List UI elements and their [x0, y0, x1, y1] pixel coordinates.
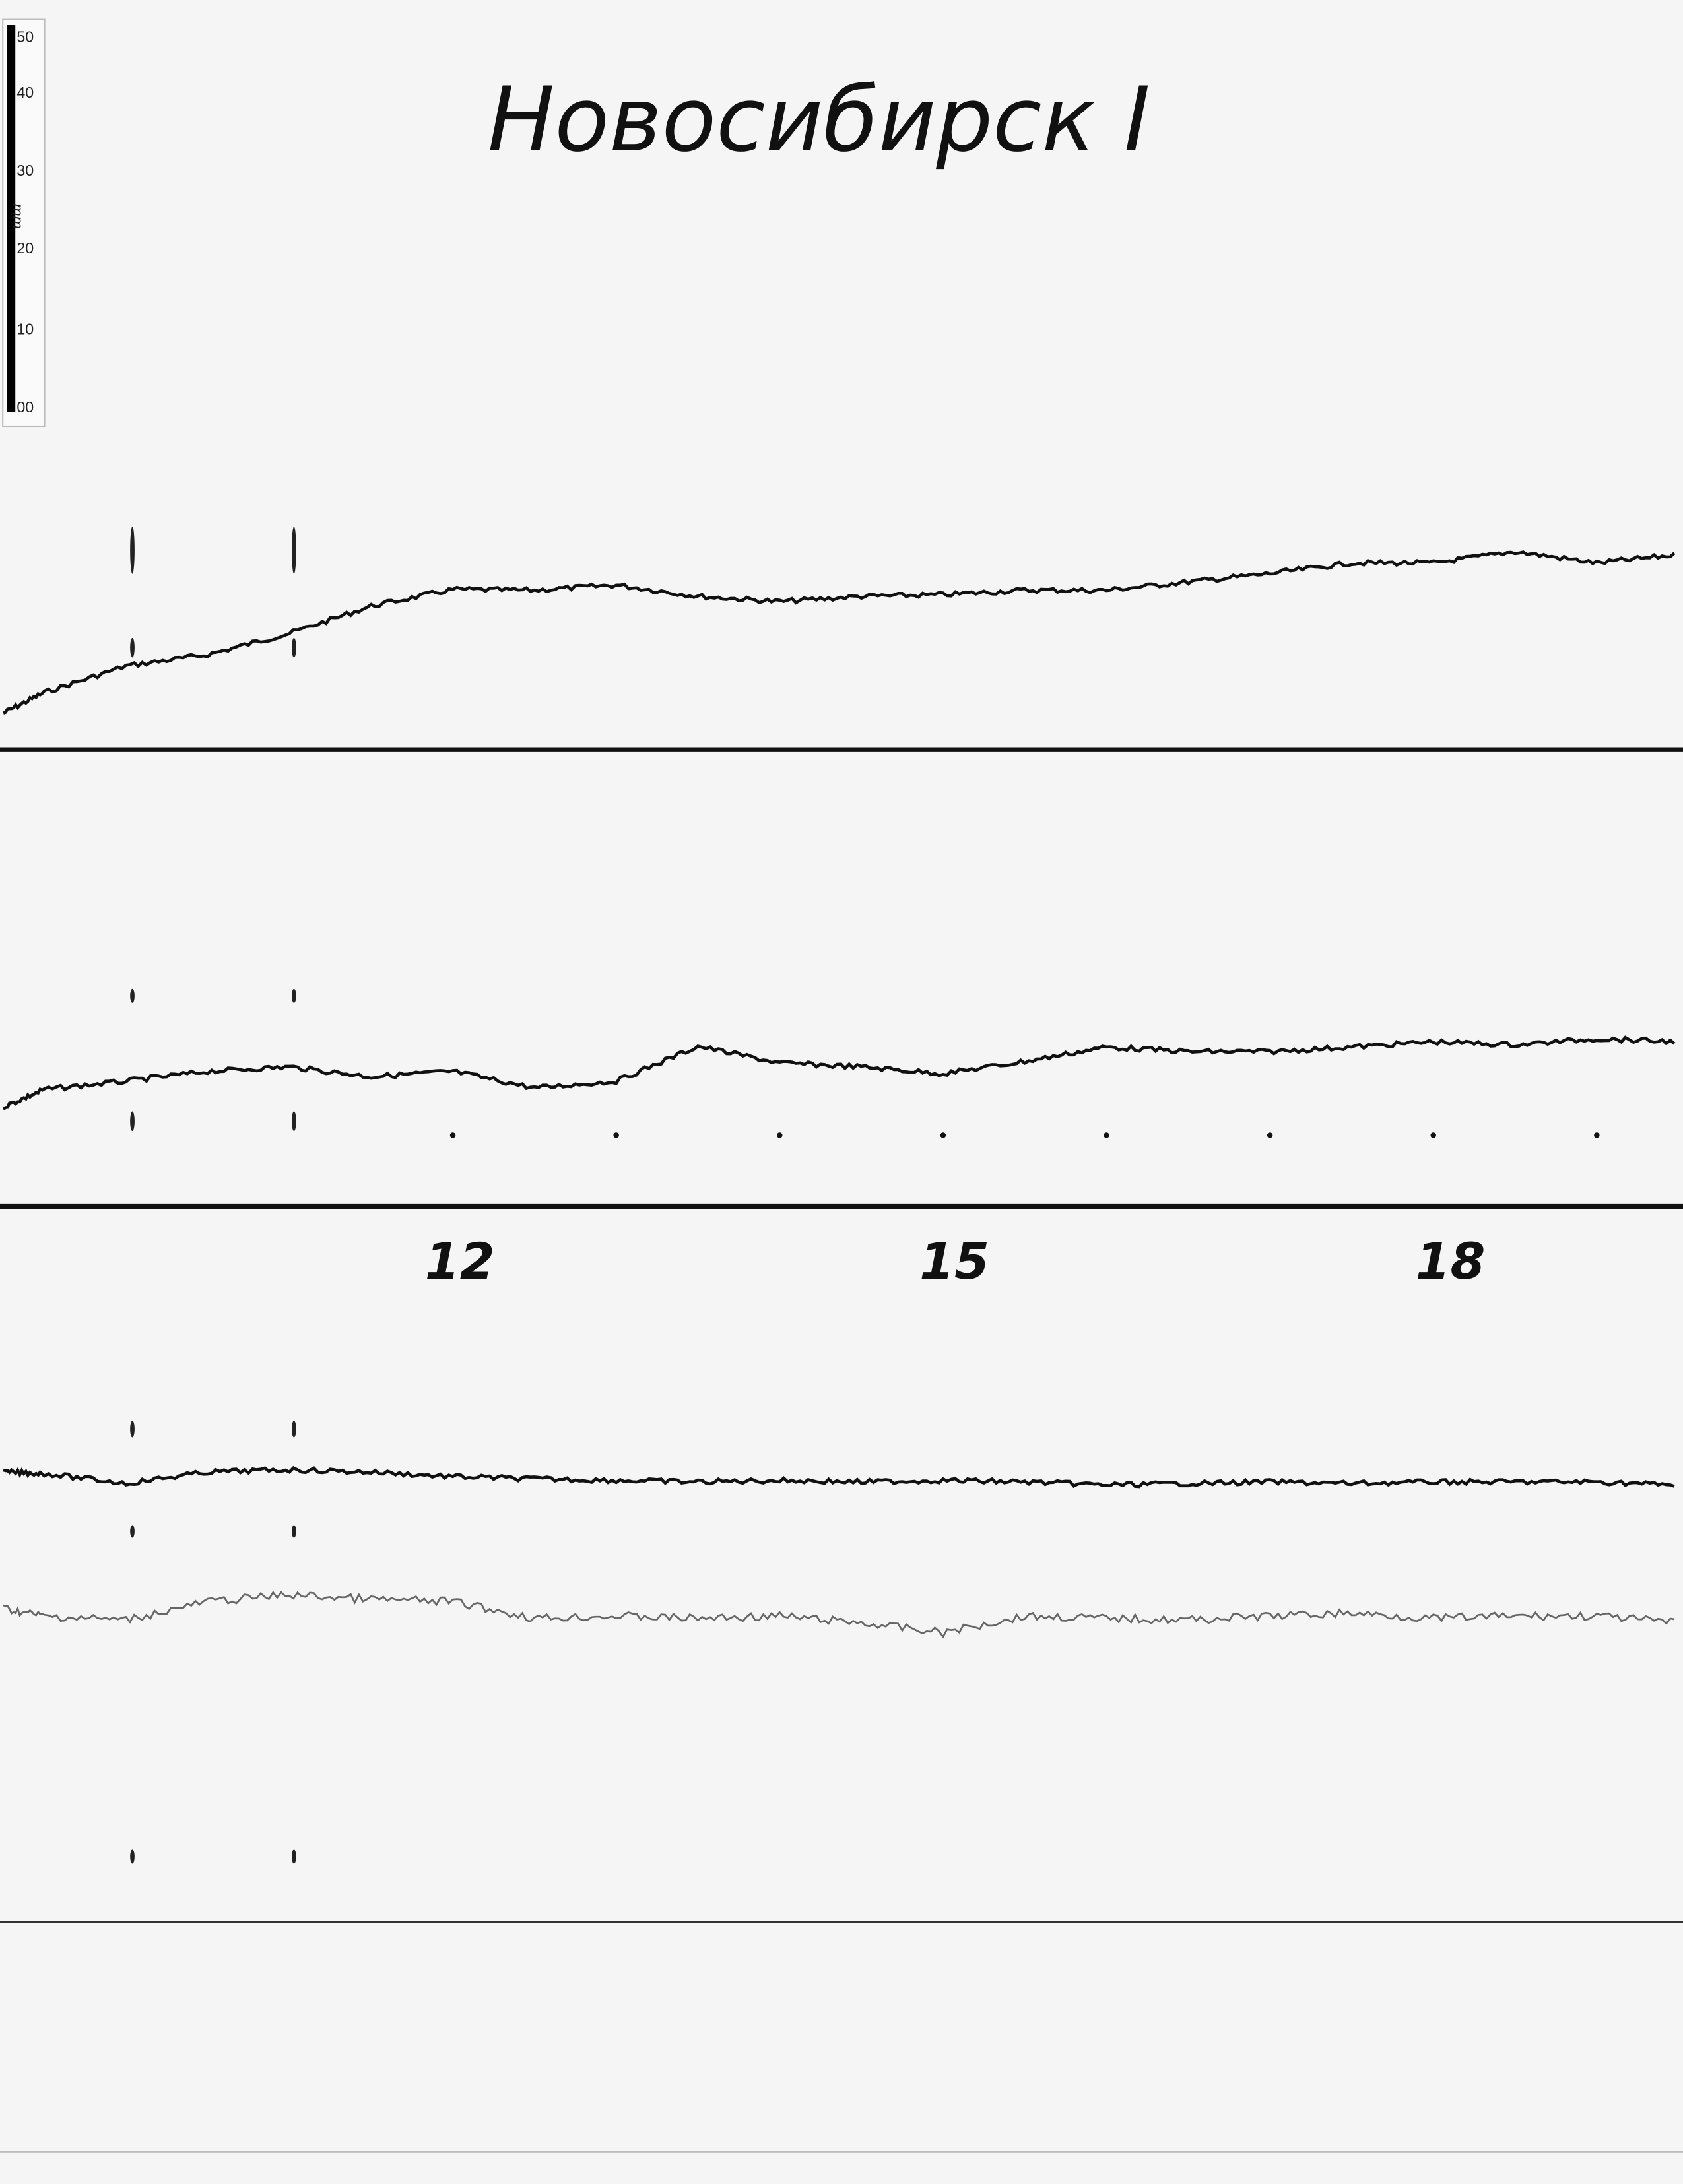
time-marker-1-2	[130, 637, 135, 658]
time-marker-1-6	[130, 1525, 135, 1538]
time-marker-2-1	[292, 526, 296, 574]
hour-mark-13	[613, 1132, 619, 1138]
time-marker-2-3	[292, 988, 296, 1003]
time-marker-2-4	[292, 1111, 296, 1132]
hour-mark-19	[1594, 1132, 1600, 1138]
ruler-tick-10: 10	[16, 321, 34, 338]
mm-ruler: 50 40 30 mm 20 10 00	[2, 18, 46, 428]
hour-mark-12	[449, 1132, 456, 1138]
time-marker-2-2	[292, 637, 296, 658]
trace-panel-2-series-1	[2, 1035, 1676, 1110]
time-marker-1-1	[130, 526, 135, 574]
time-marker-1-5	[130, 1421, 135, 1438]
ruler-tick-00: 00	[16, 399, 34, 416]
time-marker-2-7	[292, 1849, 296, 1864]
ruler-tick-50: 50	[16, 28, 34, 45]
hour-mark-17	[1267, 1132, 1273, 1138]
time-marker-1-3	[130, 988, 135, 1003]
hour-mark-14	[777, 1132, 783, 1138]
x-tick-label-12: 12	[425, 1232, 495, 1291]
trace-panel-3-series-1	[3, 1465, 1675, 1489]
time-marker-2-5	[292, 1421, 296, 1438]
ruler-tick-20: 20	[16, 240, 34, 257]
hour-mark-18	[1430, 1132, 1436, 1138]
time-marker-1-4	[130, 1111, 135, 1132]
ruler-tick-30: 30	[16, 162, 34, 179]
trace-panel-3-series-2	[3, 1591, 1675, 1639]
time-marker-2-6	[292, 1525, 296, 1538]
station-title: Новосибирск I	[488, 68, 1150, 172]
ruler-tick-40: 40	[16, 84, 34, 101]
x-tick-label-18: 18	[1416, 1232, 1486, 1291]
ruler-unit: mm	[9, 203, 26, 229]
time-marker-1-7	[130, 1849, 135, 1864]
hour-mark-15	[940, 1132, 946, 1138]
x-tick-label-15: 15	[919, 1232, 989, 1291]
trace-panel-1-series-1	[3, 550, 1676, 715]
hour-mark-16	[1104, 1132, 1109, 1138]
